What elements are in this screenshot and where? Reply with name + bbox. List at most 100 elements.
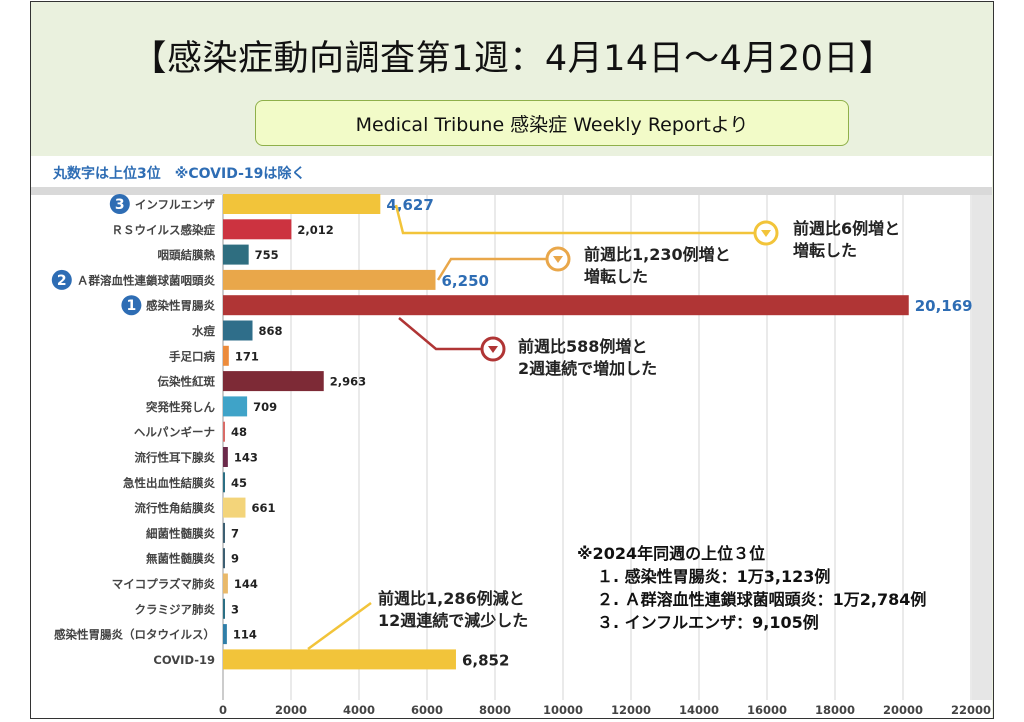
- callout-marker-arrow: [488, 346, 498, 353]
- category-label: 咽頭結膜熱: [158, 248, 216, 262]
- callout-line: [394, 204, 766, 235]
- value-label: 144: [234, 577, 258, 591]
- header-divider: [31, 187, 992, 195]
- value-label: 2,963: [330, 375, 366, 389]
- x-tick-label: 16000: [747, 703, 787, 717]
- x-tick-label: 0: [219, 703, 227, 717]
- x-tick-label: 18000: [815, 703, 855, 717]
- value-label: 755: [255, 248, 279, 262]
- bar-13: [223, 522, 225, 543]
- bar-10: [223, 447, 228, 467]
- bar-7: [223, 371, 324, 392]
- bar-9: [223, 421, 225, 442]
- callout-text: 12週連続で減少した: [378, 611, 528, 630]
- category-label: COVID-19: [153, 653, 215, 667]
- chart-area: 丸数字は上位3位 ※COVID-19は除く インフルエンザ 3 4,627 ＲＳウイル…: [31, 156, 992, 718]
- callout-text: 増転した: [584, 267, 648, 286]
- category-label: 無菌性髄膜炎: [146, 552, 215, 566]
- bar-3: [223, 269, 436, 290]
- category-label: ＲＳウイルス感染症: [112, 223, 216, 237]
- value-label: 45: [231, 476, 247, 490]
- rank-number: 1: [127, 298, 137, 314]
- rank-number: 2: [57, 273, 67, 289]
- value-label: 3: [231, 602, 239, 616]
- bar-18: [223, 649, 456, 670]
- note-item-3: ３. インフルエンザ：9,105例: [597, 613, 819, 632]
- value-label: 661: [251, 501, 275, 515]
- bar-15: [223, 573, 228, 594]
- callout-line: [398, 317, 493, 351]
- category-label: Ａ群溶血性連鎖球菌咽頭炎: [77, 273, 215, 287]
- category-label: 流行性耳下腺炎: [135, 451, 216, 465]
- right-gutter: [972, 195, 992, 700]
- callout-line: [436, 257, 558, 281]
- category-label: 急性出血性結膜炎: [123, 476, 215, 490]
- callout-text: 前週比1,286例減と: [378, 589, 525, 608]
- category-label: ヘルパンギーナ: [134, 425, 215, 439]
- source-text: Medical Tribune 感染症 Weekly Reportより: [355, 113, 749, 136]
- bar-17: [223, 624, 227, 645]
- category-label: 流行性角結膜炎: [135, 501, 216, 515]
- value-label: 171: [235, 349, 259, 363]
- rank-circle: [51, 269, 72, 290]
- bar-5: [223, 320, 253, 341]
- value-label: 114: [233, 628, 257, 642]
- x-tick-label: 6000: [411, 703, 443, 717]
- value-label: 4,627: [386, 196, 433, 214]
- bar-12: [223, 497, 246, 518]
- value-label: 48: [231, 425, 247, 439]
- callout-marker-arrow: [761, 230, 771, 237]
- note-item-2: ２. Ａ群溶血性連鎖球菌咽頭炎：1万2,784例: [597, 590, 926, 609]
- x-tick-label: 2000: [275, 703, 307, 717]
- value-label: 6,852: [462, 651, 509, 669]
- category-label: インフルエンザ: [135, 198, 216, 212]
- chart-header-note: 丸数字は上位3位 ※COVID-19は除く: [52, 165, 305, 182]
- x-tick-label: 10000: [543, 703, 583, 717]
- bar-2: [223, 244, 249, 265]
- value-label: 9: [231, 552, 239, 566]
- slide-frame: 【感染症動向調査第1週：4月14日～4月20日】 Medical Tribune…: [30, 1, 994, 719]
- category-label: 感染性胃腸炎（ロタウイルス）: [54, 628, 215, 642]
- note-item-1: １. 感染性胃腸炎：1万3,123例: [597, 567, 830, 586]
- x-tick-label: 12000: [611, 703, 651, 717]
- rank-circle: [121, 295, 142, 316]
- bar-8: [223, 396, 248, 417]
- value-label: 709: [253, 400, 277, 414]
- rank-number: 3: [115, 197, 125, 213]
- slide-title: 【感染症動向調査第1週：4月14日～4月20日】: [131, 39, 895, 79]
- x-tick-label: 22000: [951, 703, 991, 717]
- category-label: クラミジア肺炎: [135, 602, 216, 616]
- callout-text: 増転した: [793, 241, 857, 260]
- value-label: 7: [231, 526, 239, 540]
- bar-16: [223, 598, 225, 619]
- x-tick-label: 14000: [679, 703, 719, 717]
- category-label: 水痘: [192, 324, 215, 338]
- category-label: 伝染性紅斑: [158, 375, 216, 389]
- value-label: 6,250: [442, 272, 489, 290]
- callout-text: 前週比588例増と: [518, 337, 647, 356]
- bar-1: [223, 219, 292, 240]
- value-label: 143: [234, 451, 258, 465]
- value-label: 20,169: [915, 297, 973, 315]
- x-tick-label: 4000: [343, 703, 375, 717]
- bar-chart: 丸数字は上位3位 ※COVID-19は除く インフルエンザ 3 4,627 ＲＳウイル…: [31, 156, 992, 718]
- bar-6: [223, 345, 229, 366]
- note-block: ※2024年同週の上位３位 １. 感染性胃腸炎：1万3,123例 ２. Ａ群溶血…: [577, 544, 926, 632]
- value-label: 2,012: [297, 223, 333, 237]
- bar-0: [223, 194, 381, 214]
- bar-4: [223, 295, 909, 316]
- callout-text: 前週比1,230例増と: [584, 245, 731, 264]
- category-label: 細菌性髄膜炎: [146, 526, 215, 540]
- value-label: 868: [259, 324, 283, 338]
- source-box: Medical Tribune 感染症 Weekly Reportより: [255, 100, 849, 146]
- x-tick-label: 20000: [883, 703, 923, 717]
- callout-text: 2週連続で増加した: [518, 359, 657, 378]
- callout-line: [307, 601, 372, 651]
- note-heading: ※2024年同週の上位３位: [577, 544, 765, 563]
- callout-marker-arrow: [553, 256, 563, 263]
- rank-circle: [109, 194, 130, 214]
- bar-14: [223, 548, 225, 569]
- category-label: マイコプラズマ肺炎: [112, 577, 216, 591]
- category-label: 突発性発しん: [146, 400, 215, 414]
- bar-11: [223, 472, 225, 493]
